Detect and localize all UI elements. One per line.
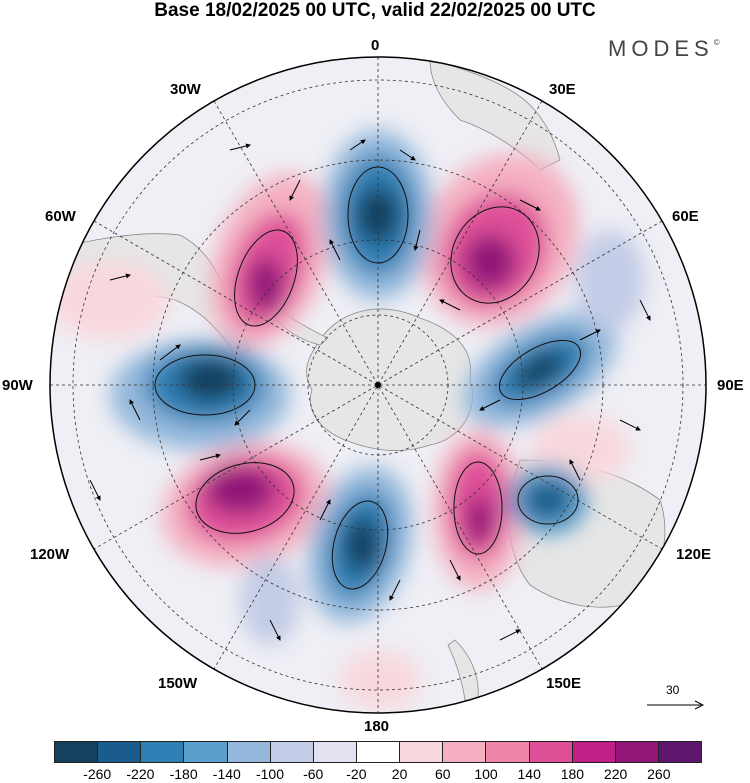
colorbar-swatch (55, 742, 99, 762)
colorbar-swatch (529, 742, 573, 762)
colorbar-tick-label: 60 (435, 766, 451, 782)
colorbar-swatch (141, 742, 185, 762)
lon-label-120e: 120E (676, 546, 712, 563)
lon-label-90e: 90E (717, 377, 744, 394)
colorbar-tick-label: -20 (346, 766, 367, 782)
contours (154, 166, 581, 590)
colorbar-swatch (443, 742, 487, 762)
graticule (50, 57, 706, 713)
lon-label-90w: 90W (2, 377, 33, 394)
colorbar-tick-label: -140 (212, 766, 241, 782)
colorbar-tick-label: -220 (126, 766, 155, 782)
colorbar-tick-label: 180 (560, 766, 585, 782)
lon-label-60w: 60W (45, 208, 76, 225)
colorbar-tick-label: -180 (169, 766, 198, 782)
lon-label-0: 0 (371, 37, 380, 54)
colorbar-tick-label: 260 (647, 766, 671, 782)
colorbar (54, 741, 702, 763)
colorbar-tick-label: 20 (391, 766, 408, 782)
lon-label-30e: 30E (549, 81, 576, 98)
lon-label-180: 180 (364, 718, 390, 735)
colorbar-swatch (227, 742, 271, 762)
colorbar-tick-label: -260 (83, 766, 112, 782)
map-boundary (49, 56, 707, 714)
chart-title: Base 18/02/2025 00 UTC, valid 22/02/2025… (154, 0, 596, 21)
colorbar-tick-label: -100 (255, 766, 285, 782)
colorbar-tick-label: 100 (474, 766, 498, 782)
reference-vector-label: 30 (666, 683, 680, 697)
colorbar-swatch (400, 742, 444, 762)
lon-label-120w: 120W (30, 546, 70, 563)
colorbar-swatch (486, 742, 530, 762)
colorbar-swatch (658, 742, 702, 762)
colorbar-tick-label: -60 (303, 766, 324, 782)
colorbar-tick-label: 220 (603, 766, 628, 782)
colorbar-swatch (313, 742, 357, 762)
lon-label-30w: 30W (170, 81, 201, 98)
lon-label-150w: 150W (158, 675, 198, 692)
polar-map (49, 56, 707, 714)
colorbar-swatch (270, 742, 314, 762)
brand-mark: © (713, 38, 720, 47)
brand-text: MODES (608, 36, 714, 61)
wind-vectors (89, 139, 651, 641)
colorbar-swatch (184, 742, 228, 762)
colorbar-swatch (98, 742, 142, 762)
lon-label-150e: 150E (546, 675, 582, 692)
colorbar-swatch (615, 742, 659, 762)
colorbar-tick-label: 140 (517, 766, 541, 782)
reference-vector-arrow (647, 700, 705, 710)
south-pole-marker (375, 382, 381, 388)
colorbar-swatch (572, 742, 616, 762)
colorbar-swatch (356, 742, 401, 762)
lon-label-60e: 60E (672, 208, 699, 225)
modes-logo: MODES© (608, 36, 720, 62)
